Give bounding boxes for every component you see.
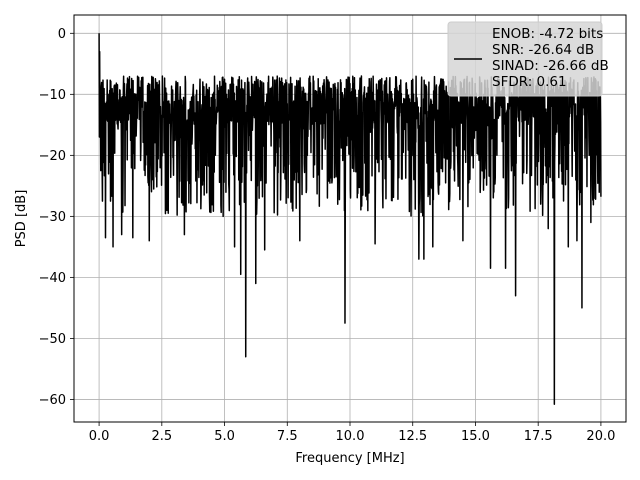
x-tick-label: 0.0 bbox=[89, 429, 110, 444]
y-tick-label: 0 bbox=[58, 27, 66, 42]
y-tick-label: −60 bbox=[39, 393, 66, 408]
x-tick-label: 15.0 bbox=[461, 429, 490, 444]
y-tick-label: −20 bbox=[39, 149, 66, 164]
psd-series-line bbox=[98, 33, 602, 406]
y-tick-label: −30 bbox=[39, 210, 66, 225]
x-tick-label: 12.5 bbox=[398, 429, 427, 444]
y-tick-label: −50 bbox=[39, 332, 66, 347]
legend-entry-snr: SNR: -26.64 dB bbox=[492, 42, 594, 58]
series-layer bbox=[98, 33, 602, 406]
legend-entry-sinad: SINAD: -26.66 dB bbox=[492, 58, 609, 74]
x-tick-label: 17.5 bbox=[524, 429, 553, 444]
x-tick-label: 5.0 bbox=[214, 429, 235, 444]
y-axis-label: PSD [dB] bbox=[14, 190, 29, 248]
x-tick-label: 7.5 bbox=[277, 429, 298, 444]
legend-entry-enob: ENOB: -4.72 bits bbox=[492, 26, 603, 42]
y-tick-label: −40 bbox=[39, 271, 66, 286]
legend-box bbox=[447, 21, 603, 97]
y-tick-label: −10 bbox=[39, 88, 66, 103]
x-tick-label: 2.5 bbox=[151, 429, 172, 444]
tick-layer: 0.0 2.5 5.0 7.5 10.0 12.5 15.0 17.5 20.0 0 −10 −20 −… bbox=[39, 27, 616, 444]
x-tick-label: 10.0 bbox=[336, 429, 365, 444]
x-axis-label: Frequency [MHz] bbox=[295, 451, 404, 466]
legend: ENOB: -4.72 bits SNR: -26.64 dB SINAD: -… bbox=[447, 21, 609, 97]
legend-entry-sfdr: SFDR: 0.61 bbox=[492, 74, 567, 90]
x-tick-label: 20.0 bbox=[586, 429, 615, 444]
